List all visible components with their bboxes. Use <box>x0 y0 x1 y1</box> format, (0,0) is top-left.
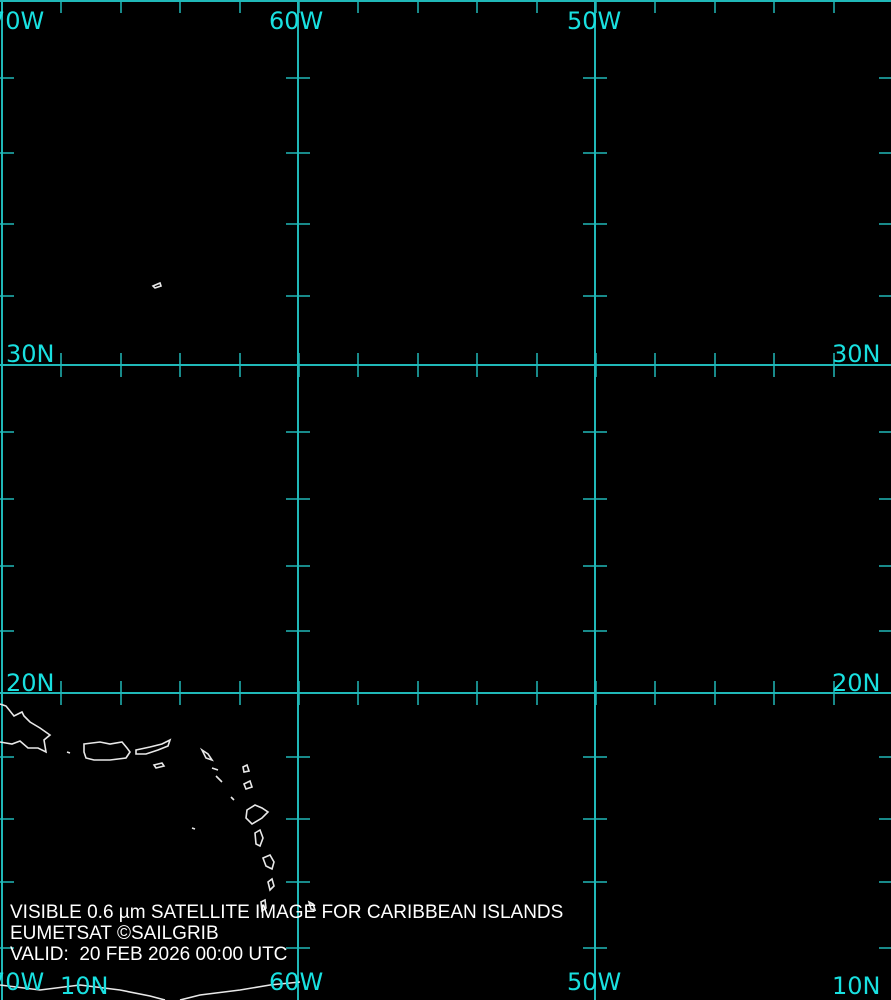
bermuda-coast <box>151 281 163 289</box>
barbados-coast <box>307 900 317 912</box>
caption-title: VISIBLE 0.6 µm SATELLITE IMAGE FOR CARIB… <box>10 902 564 923</box>
hispaniola-coast <box>0 703 52 754</box>
dominica-coast <box>245 804 270 826</box>
lon-label-70w-bottom: 70W <box>0 968 45 996</box>
lat-label-30n-left: 30N <box>6 340 55 368</box>
lat-label-20n-left: 20N <box>6 669 55 697</box>
lon-label-60w: 60W <box>269 7 324 35</box>
guadeloupe-coast <box>242 779 254 790</box>
small-islands-1 <box>66 751 235 830</box>
lon-label-60w-bottom: 60W <box>269 968 324 996</box>
lat-label-10n-right: 10N <box>832 972 881 1000</box>
caption-credit: EUMETSAT ©SAILGRIB <box>10 923 219 944</box>
lon-label-70w: 70W <box>0 7 45 35</box>
caption-valid-time: VALID: 20 FEB 2026 00:00 UTC <box>10 944 288 965</box>
lat-label-10n-left: 10N <box>60 972 109 1000</box>
puerto-rico-coast <box>83 741 131 761</box>
virgin-islands-coast <box>135 738 172 755</box>
grenada-coast <box>260 898 267 913</box>
venezuela-coast <box>0 981 301 1000</box>
lat-label-30n-right: 30N <box>832 340 881 368</box>
st-lucia-coast <box>261 853 275 871</box>
st-vincent-coast <box>267 877 275 892</box>
lon-label-50w: 50W <box>567 7 622 35</box>
lat-label-20n-right: 20N <box>832 669 881 697</box>
lon-label-50w-bottom: 50W <box>567 968 622 996</box>
martinique-coast <box>254 828 264 848</box>
vieques-coast <box>152 762 166 769</box>
antigua-coast <box>242 763 251 773</box>
st-martin-coast <box>199 747 214 762</box>
